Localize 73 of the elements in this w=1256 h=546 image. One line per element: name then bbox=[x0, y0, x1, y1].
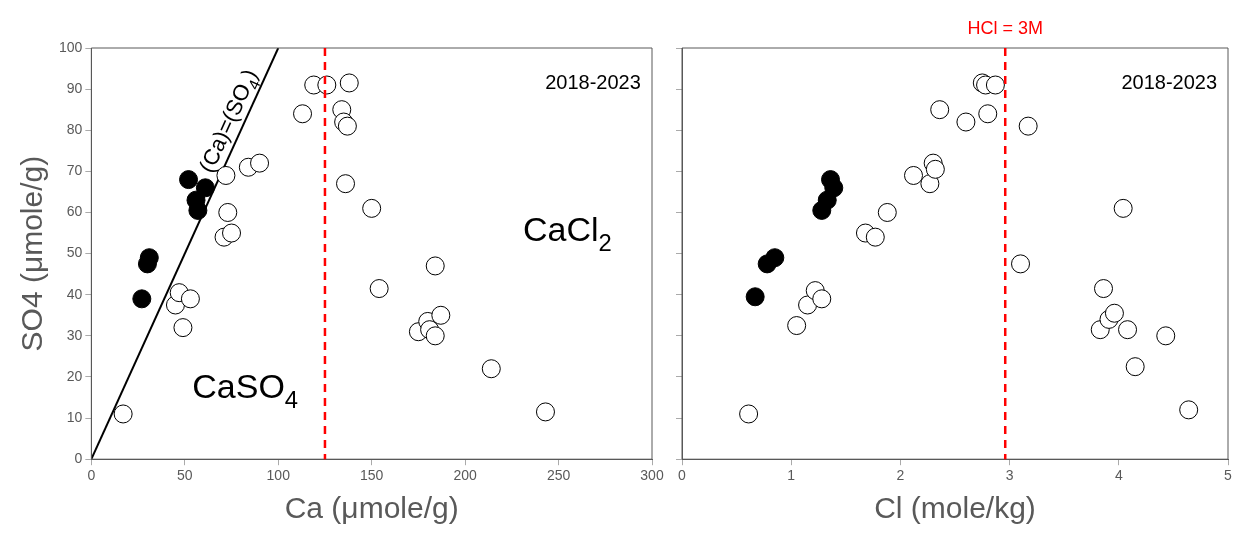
point bbox=[812, 289, 832, 309]
annotation: 2018-2023 bbox=[1121, 71, 1218, 94]
y-tick-label: 30 bbox=[66, 326, 83, 343]
annotation: 2018-2023 bbox=[545, 71, 641, 94]
y-tick-label: 70 bbox=[66, 162, 83, 179]
point bbox=[180, 289, 200, 309]
x-tick-label: 3 bbox=[1005, 467, 1014, 484]
y-tick-label: 0 bbox=[74, 450, 83, 467]
point bbox=[985, 75, 1005, 95]
x-tick-label: 250 bbox=[546, 467, 571, 484]
point bbox=[1118, 320, 1138, 340]
point bbox=[113, 404, 133, 424]
point bbox=[920, 174, 940, 194]
ref-line-label: HCl = 3M bbox=[967, 18, 1043, 38]
y-tick-label: 20 bbox=[66, 367, 83, 384]
y-tick-label: 100 bbox=[59, 38, 83, 55]
point bbox=[218, 202, 238, 222]
point bbox=[362, 198, 382, 218]
x-axis-title: Cl (mole/kg) bbox=[874, 491, 1036, 525]
point bbox=[173, 318, 193, 338]
point bbox=[1011, 254, 1031, 274]
y-tick-label: 50 bbox=[66, 244, 83, 261]
x-axis-title: Ca (μmole/g) bbox=[284, 491, 459, 525]
point bbox=[425, 256, 445, 276]
point bbox=[195, 178, 215, 198]
y-tick-label: 60 bbox=[66, 203, 83, 220]
point bbox=[132, 289, 152, 309]
point bbox=[293, 104, 313, 124]
point bbox=[431, 305, 451, 325]
point bbox=[317, 75, 337, 95]
point bbox=[865, 227, 885, 247]
y-tick-label: 90 bbox=[66, 79, 83, 96]
point bbox=[425, 326, 445, 346]
y-axis-title: SO4 (μmole/g) bbox=[15, 155, 49, 352]
point bbox=[481, 359, 501, 379]
point bbox=[535, 402, 555, 422]
x-tick-label: 0 bbox=[678, 467, 687, 484]
x-tick-label: 0 bbox=[87, 467, 96, 484]
point bbox=[824, 178, 844, 198]
y-tick-label: 40 bbox=[66, 285, 83, 302]
x-tick-label: 100 bbox=[266, 467, 291, 484]
point bbox=[369, 279, 389, 299]
point bbox=[1113, 198, 1133, 218]
point bbox=[904, 165, 923, 185]
point bbox=[877, 202, 897, 222]
x-tick-label: 50 bbox=[177, 467, 193, 484]
point bbox=[956, 112, 976, 132]
x-tick-label: 2 bbox=[896, 467, 905, 484]
x-tick-label: 5 bbox=[1224, 467, 1233, 484]
point bbox=[1104, 303, 1124, 323]
y-tick-label: 10 bbox=[66, 408, 83, 425]
point bbox=[222, 223, 242, 243]
point bbox=[179, 170, 199, 190]
point bbox=[930, 100, 950, 120]
point bbox=[336, 174, 356, 194]
point bbox=[1094, 279, 1114, 299]
point bbox=[745, 287, 765, 307]
point bbox=[978, 104, 998, 124]
x-tick-label: 1 bbox=[787, 467, 796, 484]
point bbox=[1156, 326, 1176, 346]
x-tick-label: 4 bbox=[1114, 467, 1123, 484]
x-tick-label: 300 bbox=[640, 467, 664, 484]
x-tick-label: 200 bbox=[453, 467, 478, 484]
point bbox=[1018, 116, 1038, 136]
point bbox=[339, 73, 359, 93]
point bbox=[739, 404, 759, 424]
point bbox=[787, 316, 807, 336]
point bbox=[925, 159, 945, 179]
x-tick-label: 150 bbox=[360, 467, 384, 484]
point bbox=[765, 248, 785, 268]
y-tick-label: 80 bbox=[66, 121, 83, 138]
point bbox=[1179, 400, 1199, 420]
point bbox=[1125, 357, 1145, 377]
